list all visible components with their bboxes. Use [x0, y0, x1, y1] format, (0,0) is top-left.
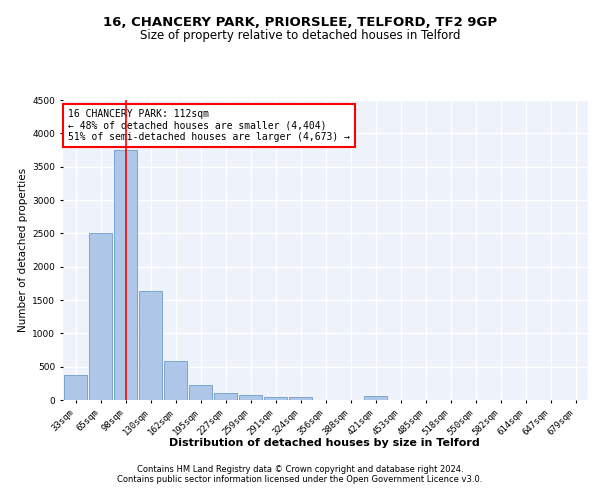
Bar	[188, 384, 212, 400]
Text: Distribution of detached houses by size in Telford: Distribution of detached houses by size …	[169, 438, 479, 448]
Bar	[139, 290, 163, 400]
Text: Contains HM Land Registry data © Crown copyright and database right 2024.: Contains HM Land Registry data © Crown c…	[137, 466, 463, 474]
Bar	[164, 360, 187, 400]
Text: 16 CHANCERY PARK: 112sqm
← 48% of detached houses are smaller (4,404)
51% of sem: 16 CHANCERY PARK: 112sqm ← 48% of detach…	[68, 109, 350, 142]
Bar	[239, 396, 262, 400]
Bar	[89, 234, 112, 400]
Bar	[113, 150, 137, 400]
Bar	[364, 396, 388, 400]
Bar	[64, 376, 88, 400]
Text: Contains public sector information licensed under the Open Government Licence v3: Contains public sector information licen…	[118, 476, 482, 484]
Text: Size of property relative to detached houses in Telford: Size of property relative to detached ho…	[140, 28, 460, 42]
Bar	[214, 392, 238, 400]
Bar	[263, 397, 287, 400]
Y-axis label: Number of detached properties: Number of detached properties	[18, 168, 28, 332]
Text: 16, CHANCERY PARK, PRIORSLEE, TELFORD, TF2 9GP: 16, CHANCERY PARK, PRIORSLEE, TELFORD, T…	[103, 16, 497, 29]
Bar	[289, 398, 313, 400]
